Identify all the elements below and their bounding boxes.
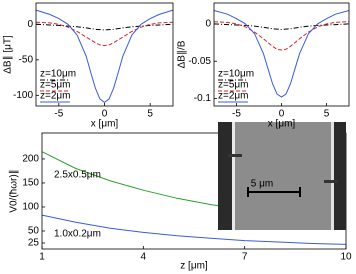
legend-label: z=2μm (218, 91, 249, 102)
y-axis-label: V0/(ħωr)∥ (9, 169, 20, 212)
x-tick-label: 1 (39, 252, 45, 263)
inset-edge (334, 122, 346, 230)
x-tick-label: 5 (324, 109, 330, 120)
scale-label: 5 μm (251, 179, 273, 190)
inset-background (218, 122, 346, 230)
x-tick-label: -5 (232, 109, 241, 120)
inset-contact (324, 180, 338, 183)
y-tick-label: -100 (13, 90, 33, 101)
y-tick-label: 50 (28, 226, 40, 237)
x-tick-label: 4 (141, 252, 147, 263)
x-tick-label: 0 (279, 109, 285, 120)
series-line (41, 214, 347, 245)
y-axis-label: ΔB∥ [μT] (3, 35, 14, 74)
y-tick-label: 150 (22, 178, 39, 189)
legend-label: z=5μm (40, 80, 71, 91)
x-tick-label: 5 (147, 109, 153, 120)
series-label: 1.0x0.2μm (54, 229, 101, 240)
series-line (35, 9, 174, 104)
x-tick-label: -5 (54, 109, 63, 120)
y-tick-label: 200 (22, 154, 39, 165)
y-tick-label: 0 (27, 19, 33, 30)
inset-contact (228, 154, 242, 157)
y-tick-label: 100 (22, 202, 39, 213)
series-label: 2.5x0.5μm (54, 170, 101, 181)
y-tick-label: -0.1 (194, 93, 212, 104)
x-axis-label: x [μm] (91, 119, 119, 130)
y-tick-label: -50 (19, 54, 34, 65)
series-line (213, 23, 350, 31)
series-line (213, 10, 350, 98)
series-line (35, 23, 174, 31)
legend-label: z=10μm (40, 69, 76, 80)
x-tick-label: 0 (102, 109, 108, 120)
inset-image: 5 μm (218, 122, 346, 230)
legend-label: z=2μm (40, 91, 71, 102)
y-tick-label: 25 (28, 238, 40, 249)
legend-label: z=10μm (218, 69, 254, 80)
x-axis-label: x [μm] (268, 119, 296, 130)
inset-wire (232, 122, 235, 230)
x-tick-label: 7 (242, 252, 248, 263)
y-axis-label: ΔB∥/B (177, 40, 188, 68)
legend-label: z=5μm (218, 80, 249, 91)
plot: -5 0 5 0 -0.05 -0.1 x [μm] ΔB∥/B z=10μmz=5μmz=2μ… (177, 2, 350, 130)
y-tick-label: -0.05 (188, 56, 211, 67)
x-tick-label: 10 (340, 252, 352, 263)
inset-edge (218, 122, 232, 230)
series-line (35, 21, 174, 47)
x-axis-label: z [μm] (180, 261, 208, 272)
y-tick-label: 0 (205, 19, 211, 30)
series-line (213, 21, 350, 51)
inset-wire (331, 122, 334, 230)
